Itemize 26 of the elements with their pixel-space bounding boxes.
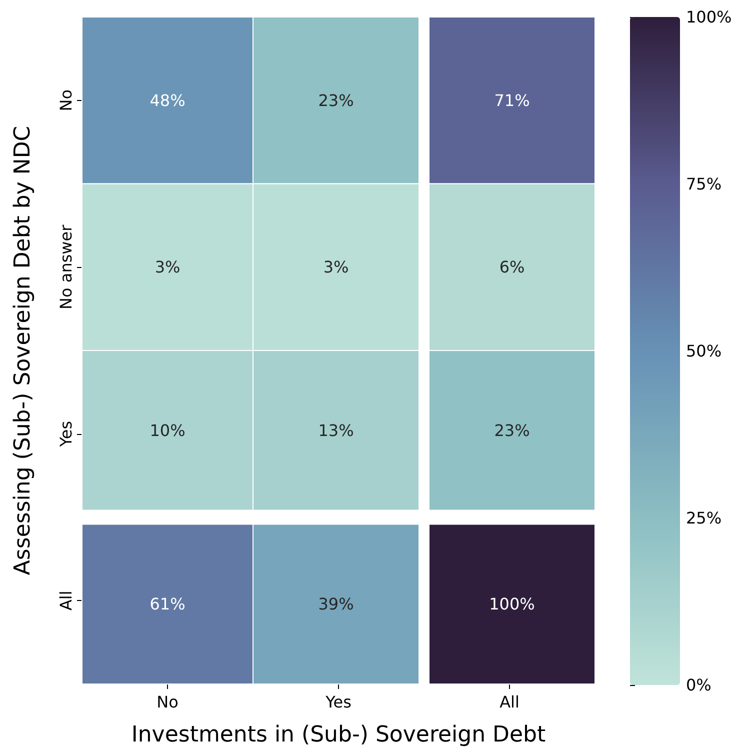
y-tick-label: All	[56, 590, 76, 611]
data-label: 48%	[150, 90, 186, 110]
data-label: 6%	[499, 258, 525, 277]
data-label: 100%	[489, 594, 535, 614]
data-label: 23%	[494, 420, 530, 440]
x-tick-label: Yes	[324, 692, 352, 712]
y-tick-label: Yes	[56, 420, 76, 448]
x-tick-label: All	[500, 692, 520, 712]
data-label: 13%	[318, 420, 354, 440]
data-label: 3%	[323, 258, 349, 277]
data-label: 39%	[318, 594, 354, 614]
data-label: 23%	[318, 90, 354, 110]
y-tick-label: No answer	[56, 224, 76, 310]
color-bar-label: 100%	[686, 8, 732, 26]
x-axis-title: Investments in (Sub-) Sovereign Debt	[131, 722, 546, 748]
x-tick-label: No	[156, 692, 178, 712]
data-label: 10%	[150, 420, 186, 440]
y-tick-label: No	[56, 89, 76, 112]
color-bar-label: 50%	[686, 342, 722, 360]
y-axis-title: Assessing (Sub-) Sovereign Debt by NDC	[10, 126, 36, 576]
data-label: 71%	[494, 90, 530, 110]
data-label: 61%	[150, 594, 186, 614]
color-bar-label: 75%	[686, 174, 722, 194]
data-label: 3%	[154, 258, 180, 277]
color-bar-label: 0%	[686, 676, 712, 694]
color-bar-label: 25%	[686, 508, 722, 528]
